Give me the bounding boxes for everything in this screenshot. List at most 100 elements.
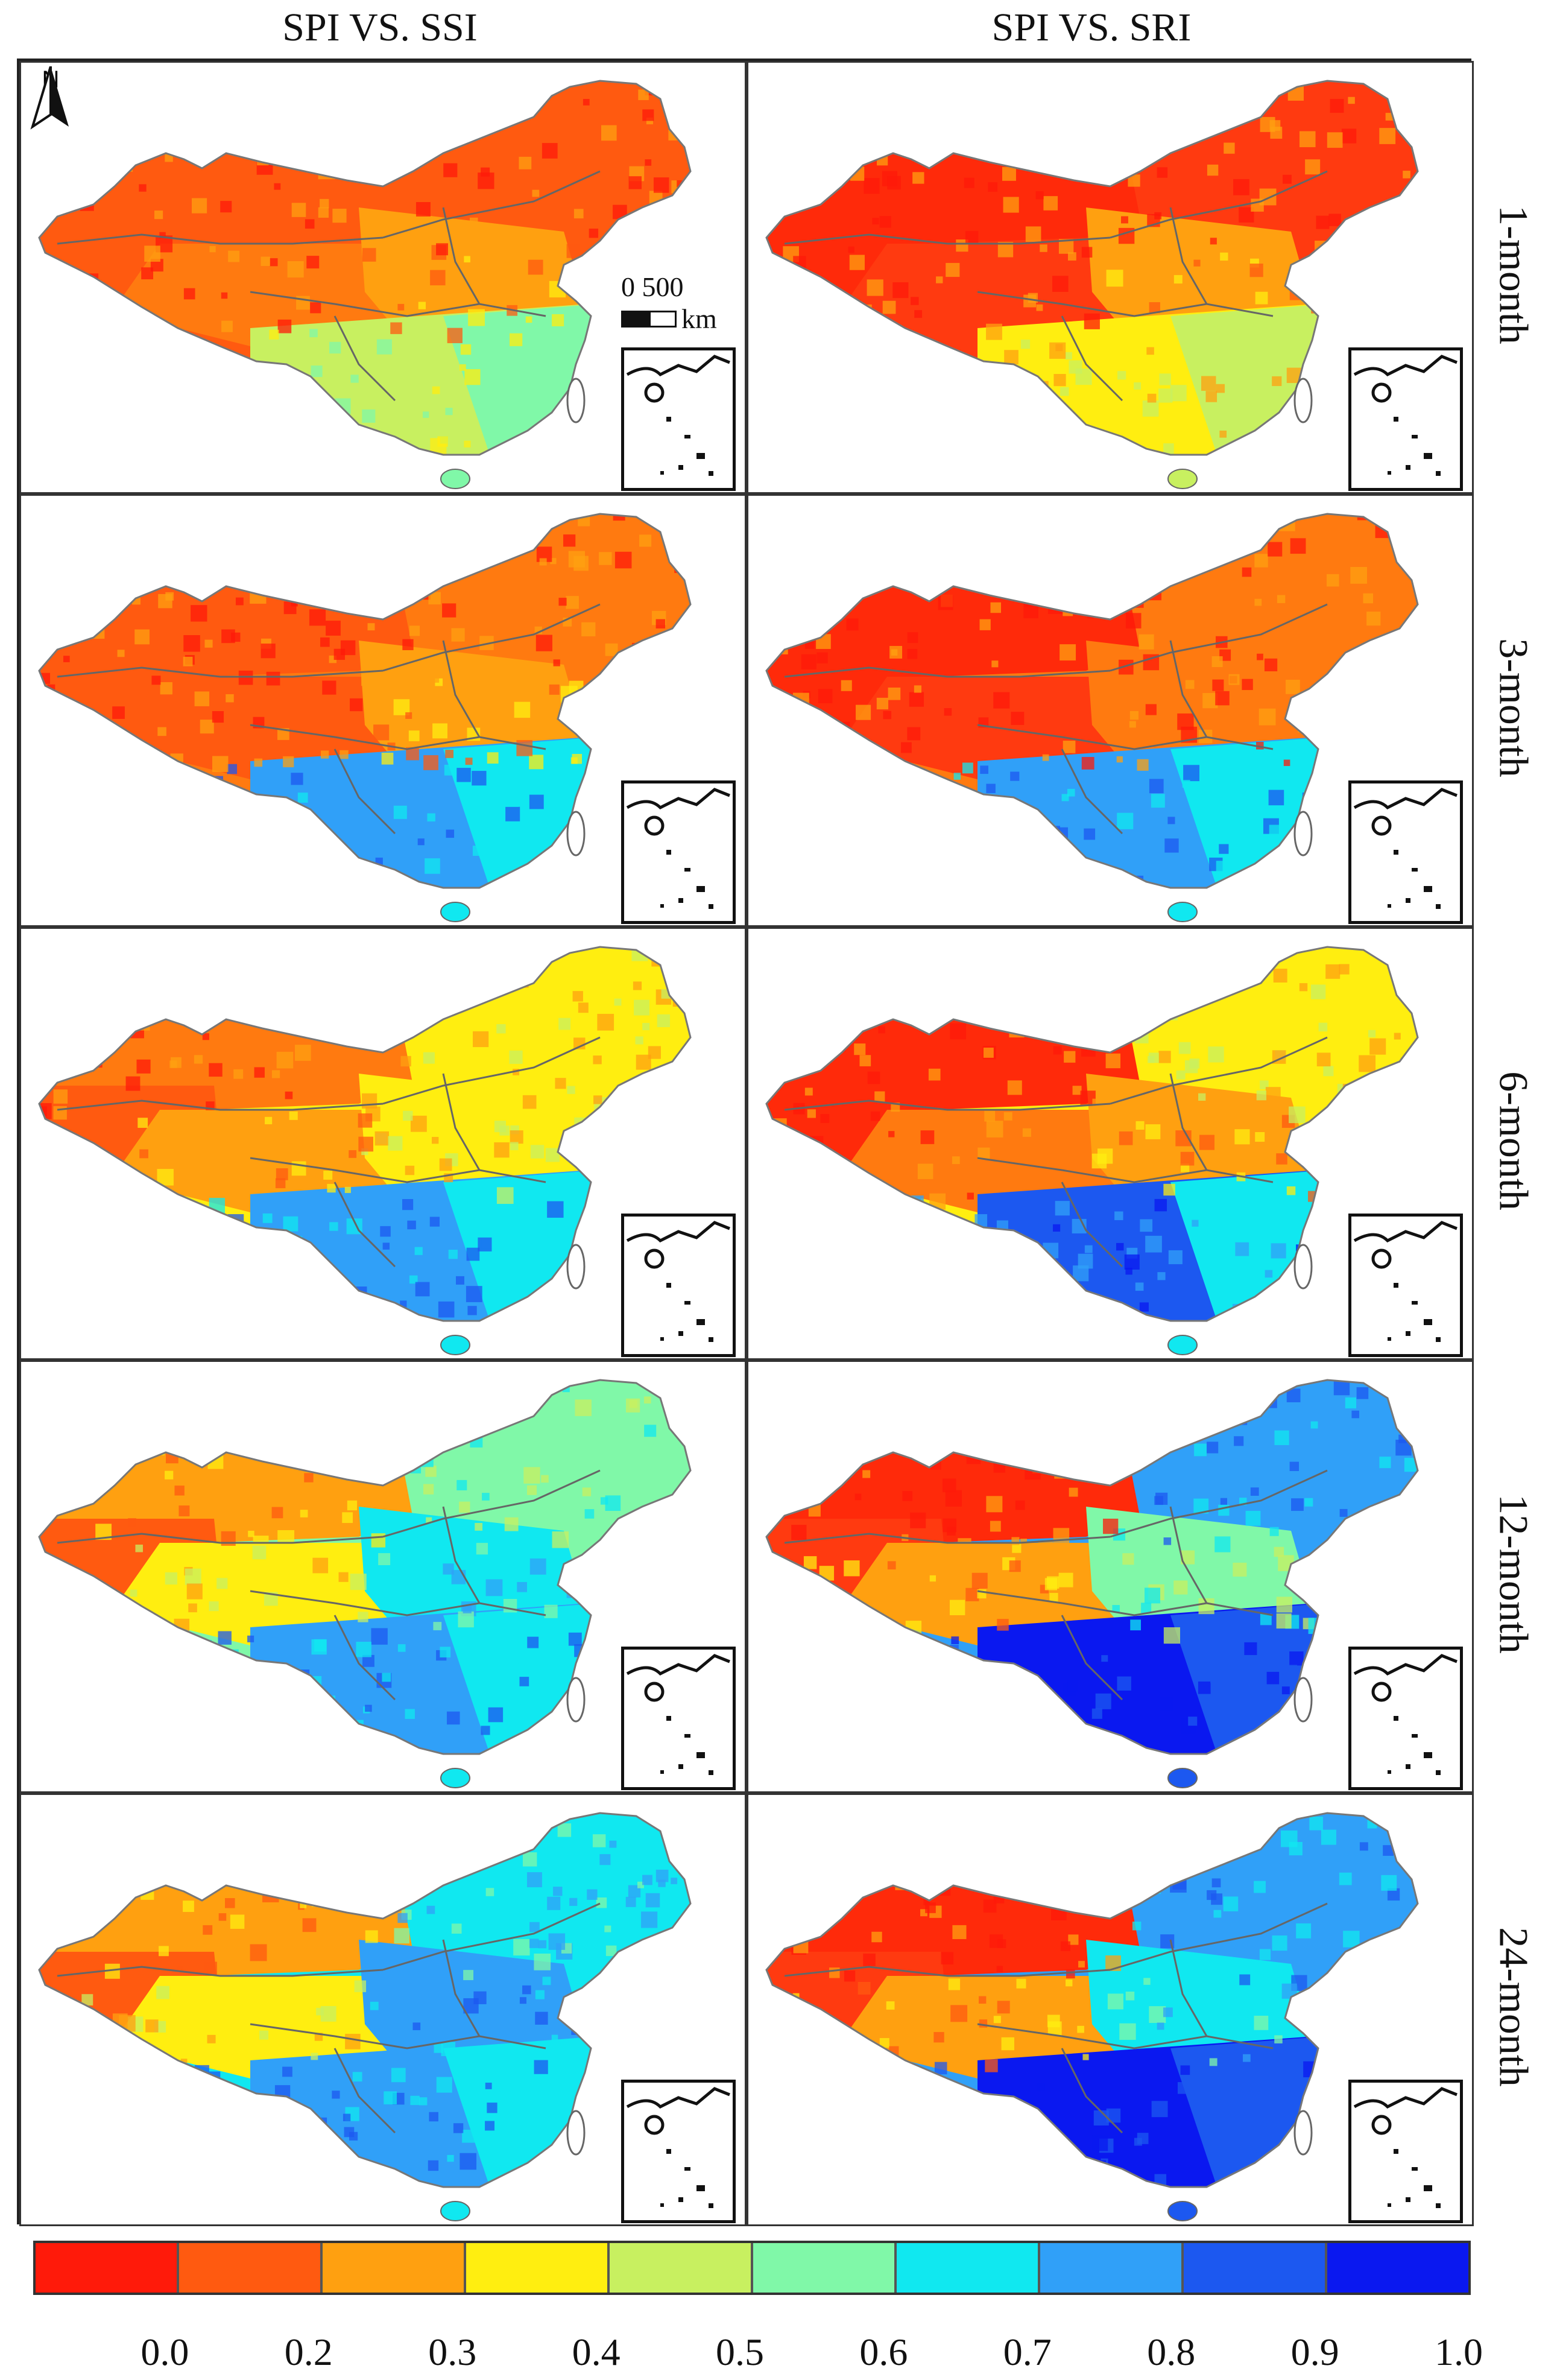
pixel-speckle xyxy=(1432,1516,1445,1528)
pixel-speckle xyxy=(151,676,161,685)
pixel-speckle xyxy=(212,711,224,723)
pixel-speckle xyxy=(523,1467,540,1484)
pixel-speckle xyxy=(1044,1856,1057,1870)
pixel-speckle xyxy=(46,182,53,190)
pixel-speckle xyxy=(626,1203,637,1214)
pixel-speckle xyxy=(860,1196,876,1212)
pixel-speckle xyxy=(1194,1443,1207,1457)
pixel-speckle xyxy=(807,818,821,832)
province-boundary xyxy=(250,2023,546,2049)
pixel-speckle xyxy=(1276,1153,1287,1165)
pixel-speckle xyxy=(159,232,166,239)
pixel-speckle xyxy=(941,1952,954,1964)
pixel-speckle xyxy=(291,1867,301,1876)
pixel-speckle xyxy=(464,440,471,448)
pixel-speckle xyxy=(269,329,279,340)
pixel-speckle xyxy=(1164,838,1179,853)
pixel-speckle xyxy=(371,1533,386,1548)
pixel-speckle xyxy=(662,642,677,657)
pixel-speckle xyxy=(62,1717,72,1728)
pixel-speckle xyxy=(1285,1738,1296,1749)
pixel-speckle xyxy=(1340,1975,1354,1989)
pixel-speckle xyxy=(842,375,856,388)
pixel-speckle xyxy=(194,691,210,706)
pixel-speckle xyxy=(487,2147,502,2163)
pixel-speckle xyxy=(62,838,73,849)
pixel-speckle xyxy=(563,534,576,547)
pixel-speckle xyxy=(427,135,443,151)
pixel-speckle xyxy=(1316,215,1330,229)
pixel-speckle xyxy=(1097,1882,1113,1897)
pixel-speckle xyxy=(45,359,54,369)
pixel-speckle xyxy=(1108,1849,1123,1864)
pixel-speckle xyxy=(420,1422,431,1432)
pixel-speckle xyxy=(952,1156,960,1165)
south-china-sea-inset xyxy=(1348,1214,1463,1357)
pixel-speckle xyxy=(59,1454,69,1464)
pixel-speckle xyxy=(478,1237,492,1252)
legend-tick-9: 1.0 xyxy=(1435,2331,1483,2373)
pixel-speckle xyxy=(203,1925,213,1935)
pixel-speckle xyxy=(465,758,473,765)
inset-map xyxy=(626,1221,730,1342)
pixel-speckle xyxy=(1055,1201,1070,1216)
pixel-speckle xyxy=(902,2145,915,2159)
pixel-speckle xyxy=(62,1829,68,1837)
pixel-speckle xyxy=(541,1475,549,1483)
pixel-speckle xyxy=(271,882,288,888)
pixel-speckle xyxy=(1015,429,1029,443)
pixel-speckle xyxy=(1407,1122,1418,1134)
pixel-speckle xyxy=(609,1840,617,1848)
province-boundary xyxy=(1169,207,1208,305)
pixel-speckle xyxy=(310,514,317,518)
pixel-speckle xyxy=(769,1030,776,1037)
pixel-speckle xyxy=(879,1835,892,1849)
pixel-speckle xyxy=(523,441,538,455)
pixel-speckle xyxy=(374,1131,390,1146)
pixel-speckle xyxy=(311,427,326,443)
pixel-speckle xyxy=(1327,132,1343,148)
pixel-speckle xyxy=(362,1093,377,1109)
pixel-speckle xyxy=(136,1059,151,1074)
country-outline xyxy=(38,946,692,1322)
pixel-speckle xyxy=(215,1659,227,1671)
pixel-speckle xyxy=(1329,260,1344,274)
pixel-speckle xyxy=(833,753,841,762)
pixel-speckle xyxy=(1356,1387,1369,1399)
pixel-speckle xyxy=(171,1057,182,1068)
inset-map xyxy=(1353,2087,1458,2208)
pixel-speckle xyxy=(1394,2019,1406,2032)
pixel-speckle xyxy=(854,1493,862,1501)
pixel-speckle xyxy=(766,801,775,815)
province-boundary xyxy=(250,724,546,750)
pixel-speckle xyxy=(94,1404,111,1420)
pixel-speckle xyxy=(557,1823,572,1837)
pixel-speckle xyxy=(1148,1055,1155,1063)
pixel-speckle xyxy=(248,1530,254,1537)
pixel-speckle xyxy=(231,145,240,154)
pixel-speckle xyxy=(859,1055,871,1066)
pixel-speckle xyxy=(1002,166,1016,181)
province-boundary xyxy=(784,666,1111,678)
pixel-speckle xyxy=(398,1001,410,1013)
pixel-speckle xyxy=(549,684,560,695)
pixel-speckle xyxy=(599,552,612,565)
pixel-speckle xyxy=(856,1440,868,1452)
pixel-speckle xyxy=(990,1235,1000,1245)
pixel-speckle xyxy=(1283,174,1292,184)
pixel-speckle xyxy=(165,1470,174,1480)
pixel-speckle xyxy=(1303,1309,1312,1318)
pixel-speckle xyxy=(1094,514,1111,526)
pixel-speckle xyxy=(1379,128,1396,144)
pixel-speckle xyxy=(803,2121,810,2128)
pixel-speckle xyxy=(311,1296,318,1303)
pixel-speckle xyxy=(1061,794,1069,802)
pixel-speckle xyxy=(447,2154,454,2162)
pixel-speckle xyxy=(158,773,169,784)
pixel-speckle xyxy=(1210,1644,1227,1661)
pixel-speckle xyxy=(1338,328,1348,338)
pixel-speckle xyxy=(526,1872,542,1888)
pixel-speckle xyxy=(478,516,493,531)
pixel-speckle xyxy=(948,1978,961,1990)
pixel-speckle xyxy=(553,659,560,666)
